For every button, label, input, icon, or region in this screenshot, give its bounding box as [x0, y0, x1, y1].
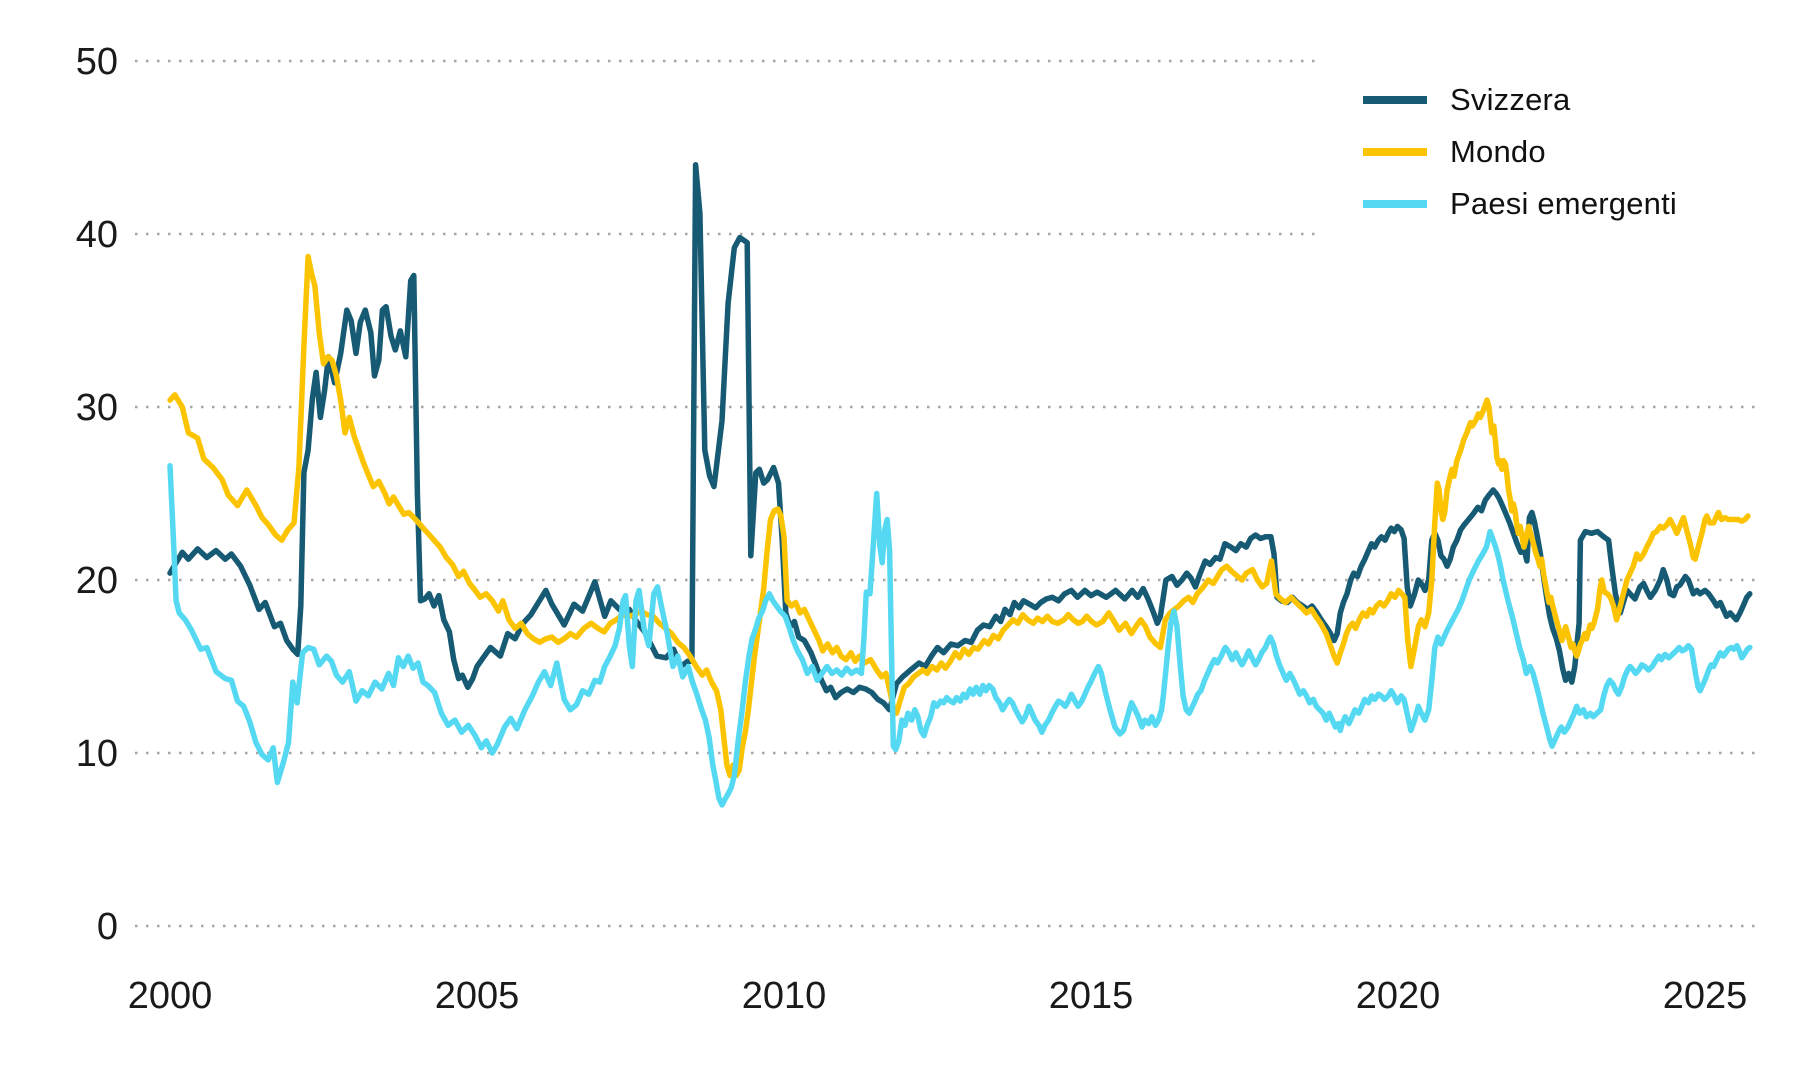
y-tick-label-20: 20 [76, 560, 118, 602]
series-line-svizzera [167, 162, 1753, 713]
mondo-line-swatch-icon [1363, 148, 1427, 156]
y-tick-label-10: 10 [76, 733, 118, 775]
paesi-emergenti-line-swatch-icon [1363, 200, 1427, 208]
y-tick-label-40: 40 [76, 214, 118, 256]
x-tick-label-2005: 2005 [435, 975, 520, 1017]
legend-label-paesi-emergenti: Paesi emergenti [1450, 186, 1678, 221]
y-tick-label-50: 50 [76, 41, 118, 83]
legend: Svizzera Mondo Paesi emergenti [1363, 74, 1708, 230]
y-tick-label-0: 0 [97, 906, 118, 948]
legend-item-svizzera: Svizzera [1363, 74, 1677, 126]
x-tick-label-2025: 2025 [1663, 975, 1748, 1017]
legend-item-paesi-emergenti: Paesi emergenti [1363, 178, 1677, 230]
svizzera-line-swatch-icon [1363, 96, 1427, 104]
series-line-paesi-emergenti [167, 463, 1753, 808]
y-tick-label-30: 30 [76, 387, 118, 429]
legend-label-svizzera: Svizzera [1450, 82, 1571, 117]
legend-item-mondo: Mondo [1363, 126, 1677, 178]
x-tick-label-2000: 2000 [128, 975, 213, 1017]
series-line-mondo [167, 253, 1751, 779]
x-tick-label-2010: 2010 [742, 975, 827, 1017]
x-tick-label-2015: 2015 [1049, 975, 1134, 1017]
legend-label-mondo: Mondo [1450, 134, 1546, 169]
x-tick-label-2020: 2020 [1356, 975, 1441, 1017]
